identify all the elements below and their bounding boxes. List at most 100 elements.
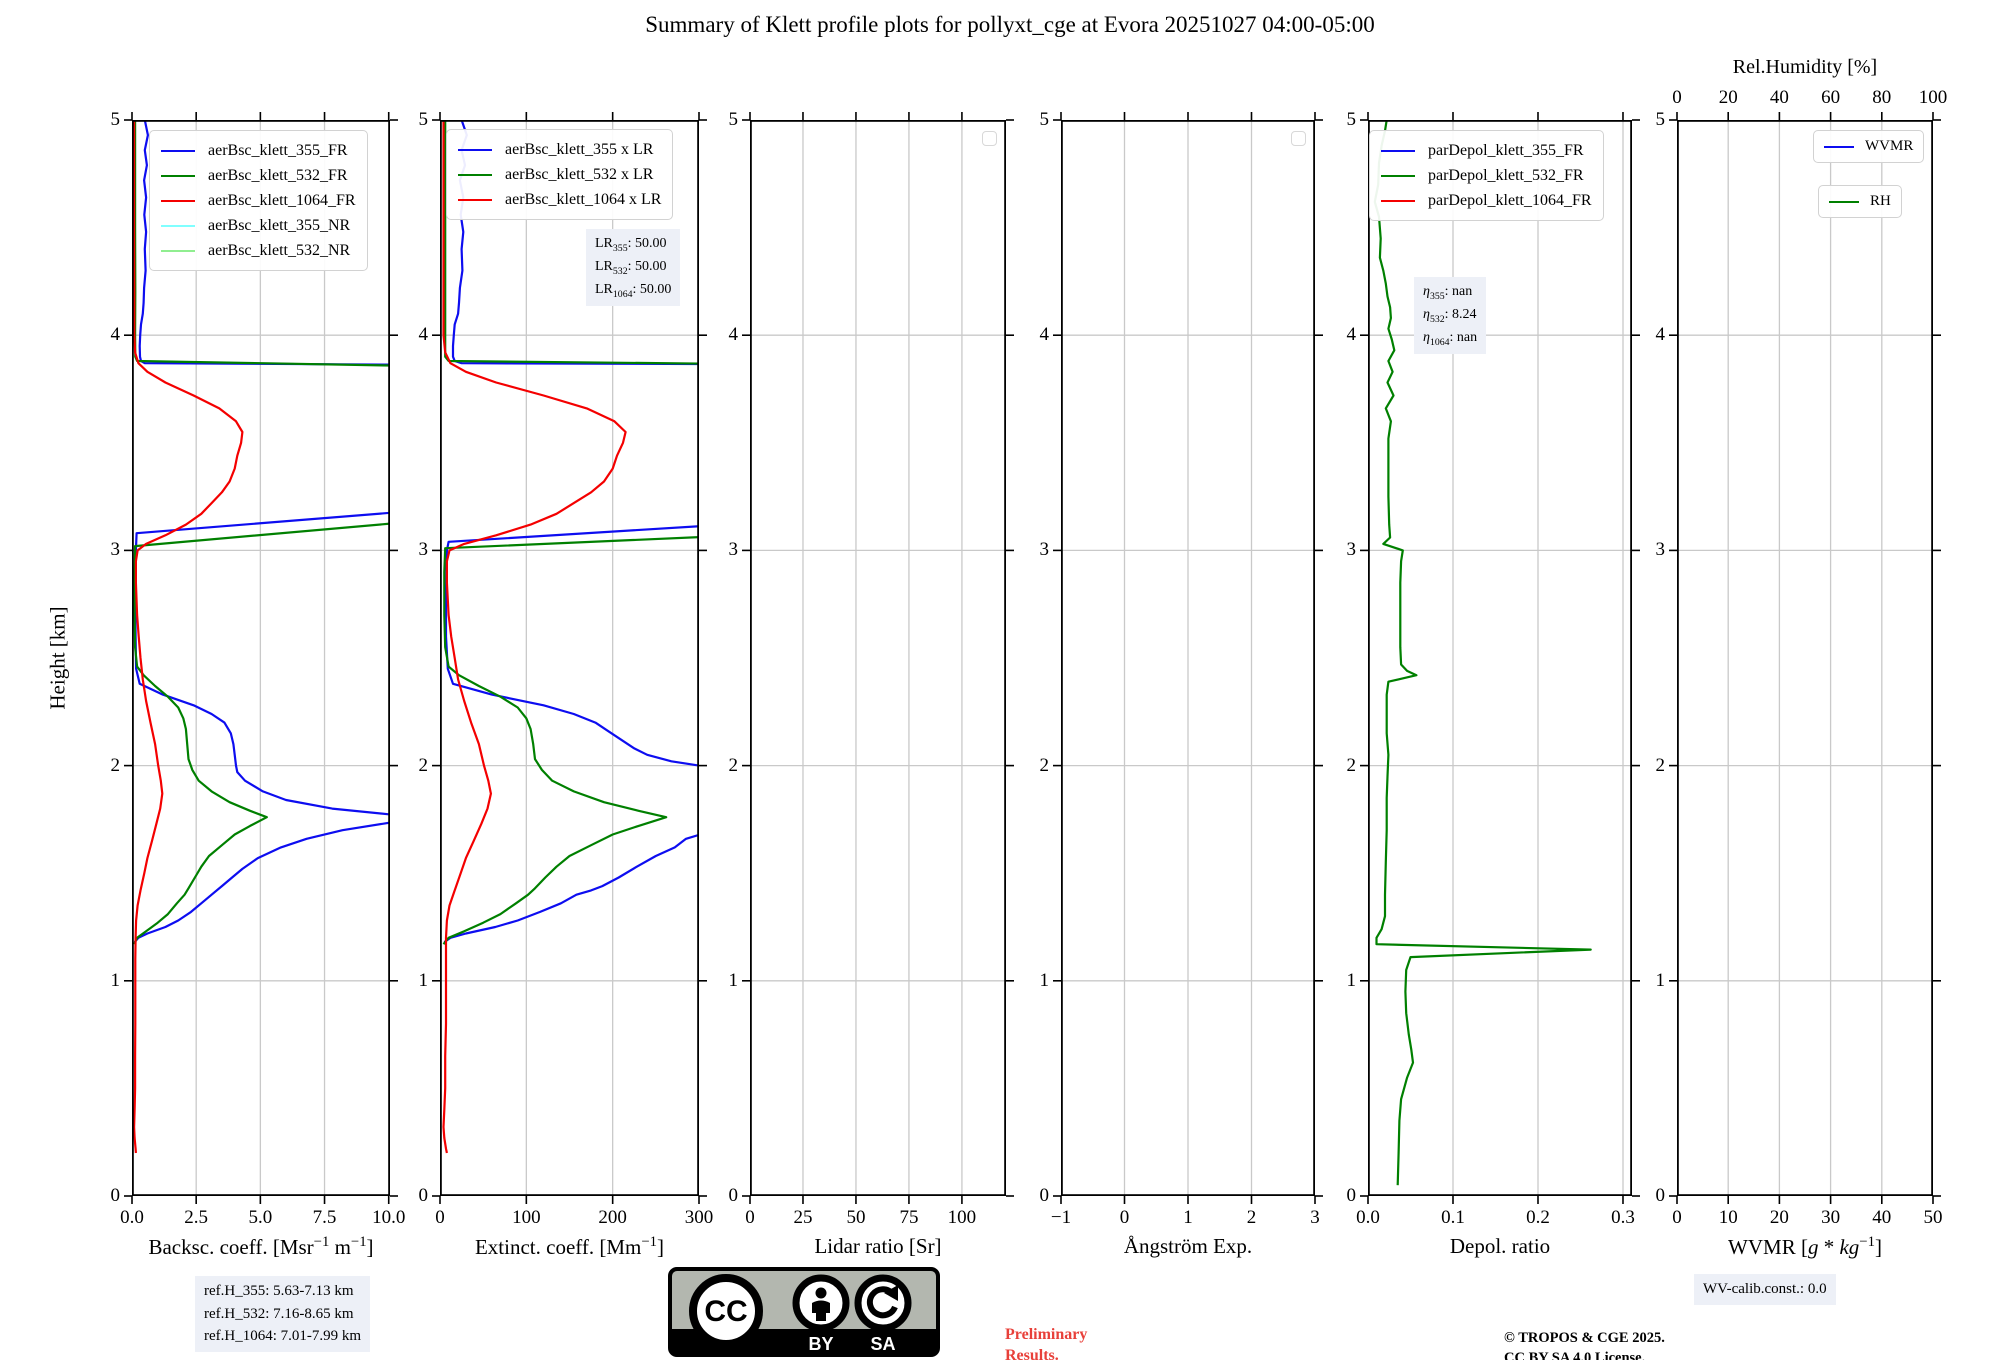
cc-letters: CC	[704, 1295, 747, 1328]
x-tick-label: 2.5	[184, 1207, 209, 1228]
x-tick-label: 20	[1769, 1207, 1789, 1228]
x-axis-label-backscatter: Backsc. coeff. [Msr−1 m−1]	[148, 1234, 374, 1259]
legend-line-sample-icon	[458, 148, 492, 151]
panel-svg-extinction	[432, 112, 707, 1204]
x-tick-label: 0	[435, 1207, 445, 1228]
legend-label: RH	[1870, 193, 1891, 209]
annotation-line: ref.H_355: 5.63-7.13 km	[204, 1283, 354, 1299]
legend-entry: RH	[1829, 191, 1891, 212]
x-tick-label: 100	[512, 1207, 541, 1228]
x-tick-label: 1	[1183, 1207, 1193, 1228]
top-tick-label: 60	[1821, 87, 1841, 108]
top-tick-label: 100	[1918, 87, 1948, 108]
top-tick-label: 20	[1718, 87, 1738, 108]
x-tick-label: 40	[1872, 1207, 1892, 1228]
x-tick-label: 0	[1119, 1207, 1130, 1228]
y-tick-label: 2	[1655, 754, 1666, 776]
legend-entry: aerBsc_klett_532 x LR	[458, 162, 661, 187]
axes-spines	[1060, 119, 1315, 1196]
y-tick-label: 2	[1039, 754, 1050, 776]
legend-line-sample-icon	[161, 174, 195, 177]
sa-arrow-arc	[866, 1286, 898, 1319]
annotation-line: ref.H_1064: 7.01-7.99 km	[204, 1328, 362, 1344]
y-tick-label: 5	[728, 109, 739, 130]
panel-svg-angstroem	[1053, 112, 1323, 1204]
x-tick-label: 300	[684, 1207, 714, 1228]
panel-backscatter	[124, 112, 398, 1204]
legend-entry: aerBsc_klett_355_NR	[161, 213, 356, 238]
legend-label: aerBsc_klett_355_NR	[208, 216, 351, 234]
y-tick-label: 2	[1346, 754, 1357, 776]
curve-aerBsc_klett_355_FR	[133, 120, 390, 943]
axes-spines	[131, 119, 391, 1196]
legend-line-sample-icon	[1381, 199, 1415, 202]
x-tick-label: 75	[899, 1207, 919, 1228]
x-tick-label: 0.0	[1356, 1207, 1380, 1228]
top-tick-label: 40	[1769, 87, 1789, 108]
axes-spines	[749, 119, 1006, 1196]
y-tick-label: 1	[110, 969, 121, 991]
x-tick-label: 50	[846, 1207, 866, 1228]
y-tick-label: 5	[110, 109, 121, 130]
legend-label: aerBsc_klett_1064_FR	[208, 191, 356, 209]
y-tick-label: 0	[1655, 1185, 1666, 1206]
legend-wvmr-1: RH	[1818, 185, 1902, 218]
legend-label: parDepol_klett_1064_FR	[1428, 191, 1592, 209]
x-tick-label: 2	[1246, 1207, 1257, 1228]
y-tick-label: 5	[1039, 109, 1050, 130]
x-tick-label: 0.2	[1526, 1207, 1550, 1228]
x-tick-label: 0	[1672, 1207, 1682, 1228]
legend-label: parDepol_klett_355_FR	[1428, 141, 1584, 159]
y-tick-label: 3	[728, 539, 739, 561]
y-tick-label: 4	[1655, 324, 1666, 346]
legend-line-sample-icon	[161, 199, 195, 202]
y-tick-label: 2	[728, 754, 739, 776]
top-tick-label: 80	[1872, 87, 1892, 108]
axes-spines	[1676, 119, 1933, 1196]
panel-svg-lidar-ratio	[742, 112, 1014, 1204]
panel-svg-depolarization	[1360, 112, 1640, 1204]
sa-arrow-circle-icon	[854, 1274, 912, 1332]
annotation-eta-values: η355: nan η532: 8.24 η1064: nan	[1414, 277, 1487, 354]
legend-entry: parDepol_klett_532_FR	[1381, 163, 1592, 188]
x-tick-label: 3	[1310, 1207, 1320, 1228]
curve-aerBsc_klett_1064_FR	[132, 120, 244, 1154]
legend-entry: parDepol_klett_355_FR	[1381, 138, 1592, 163]
y-tick-label: 1	[1655, 969, 1666, 991]
x-tick-label: 200	[598, 1207, 627, 1228]
x-axis-label-wvmr: WVMR [g * kg−1]	[1728, 1234, 1882, 1259]
y-tick-label: 1	[1346, 969, 1357, 991]
legend-line-sample-icon	[1824, 145, 1854, 148]
badge-by-label: BY	[808, 1334, 833, 1354]
annotation-line: η532: 8.24	[1423, 306, 1477, 325]
top-axis-label: Rel.Humidity [%]	[1732, 56, 1878, 78]
x-axis-label-extinction: Extinct. coeff. [Mm−1]	[474, 1234, 665, 1259]
x-axis-label-lidar-ratio: Lidar ratio [Sr]	[814, 1234, 942, 1258]
annotation-line: η1064: nan	[1423, 329, 1478, 348]
legend-line-sample-icon	[458, 173, 492, 176]
legend-label: WVMR	[1865, 138, 1914, 154]
y-tick-label: 3	[418, 539, 429, 561]
legend-empty-lidar-ratio	[982, 131, 997, 146]
legend-line-sample-icon	[458, 198, 492, 201]
y-tick-label: 4	[110, 324, 121, 346]
panel-depolarization	[1360, 112, 1640, 1204]
y-tick-label: 3	[1039, 539, 1050, 561]
x-tick-label: 10	[1718, 1207, 1738, 1228]
x-tick-label: 0.1	[1441, 1207, 1465, 1228]
top-tick-label: 0	[1672, 87, 1682, 108]
legend-entry: aerBsc_klett_532_FR	[161, 163, 356, 188]
person-head	[815, 1287, 827, 1299]
legend-depolarization: parDepol_klett_355_FR parDepol_klett_532_…	[1369, 130, 1604, 221]
panel-lidar-ratio	[742, 112, 1014, 1204]
badge-sa-label: SA	[870, 1334, 895, 1354]
x-tick-label: 0	[745, 1207, 755, 1228]
legend-label: aerBsc_klett_532_NR	[208, 241, 351, 259]
curve-aerBsc_klett_1064_x_LR	[442, 120, 627, 1154]
y-tick-label: 3	[110, 539, 121, 561]
panel-svg-backscatter	[124, 112, 398, 1204]
legend-entry: aerBsc_klett_355_FR	[161, 138, 356, 163]
panel-extinction	[432, 112, 707, 1204]
annotation-lidar-ratio-values: LR355: 50.00 LR532: 50.00 LR1064: 50.00	[586, 229, 681, 306]
